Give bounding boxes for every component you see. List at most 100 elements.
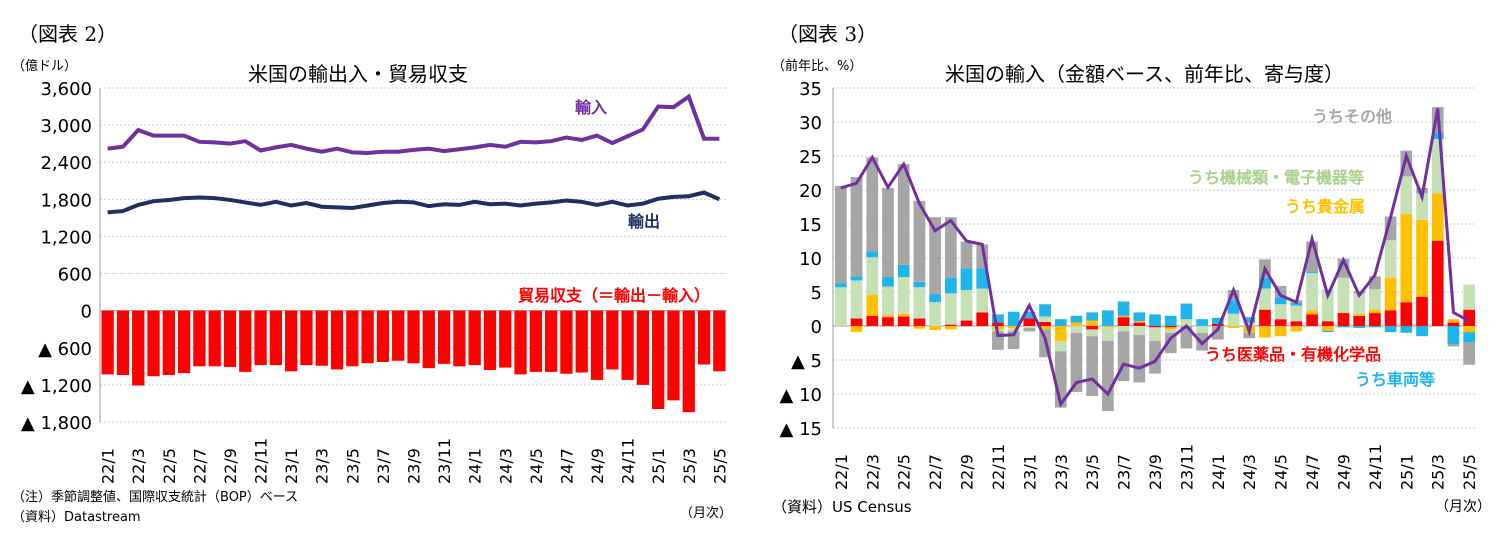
chart2-bar-segment (1180, 326, 1193, 349)
chart2-bar-segment (1274, 319, 1287, 326)
chart1-balance-bar (468, 310, 481, 366)
chart1-balance-bar (514, 310, 527, 375)
chart2-bar-segment (1400, 326, 1413, 333)
chart2-bar-segment (1416, 326, 1428, 337)
chart1-balance-bar (544, 310, 558, 372)
chart2-bar-segment (1070, 326, 1083, 333)
chart1-balance-bar (697, 310, 711, 365)
chart2-bar-segment (1290, 321, 1303, 326)
chart2-bar-segment (1447, 326, 1460, 345)
chart2-bar-segment (1211, 326, 1224, 340)
chart1-note-2: （資料）Datastream (12, 510, 141, 525)
chart2-bar-segment (1149, 340, 1161, 374)
chart1-unit: （億ドル） (12, 59, 78, 74)
chart2-legend-pharma: うち医薬品・有機化学品 (1205, 345, 1382, 364)
chart2-xtick-label: 23/1 (1020, 454, 1039, 490)
chart1-balance-bar (147, 310, 160, 377)
chart2-bar-segment (1117, 317, 1130, 326)
chart2-xtick-label: 22/5 (895, 454, 914, 490)
chart2-bar-segment (1211, 323, 1224, 326)
chart2-bar-segment (1321, 326, 1334, 331)
chart2-bar-segment (913, 326, 926, 329)
chart2-bar-segment (1306, 272, 1318, 311)
chart2-bar-segment (1463, 309, 1475, 326)
chart1-balance-bar (269, 310, 283, 366)
chart2-bar-segment (1274, 297, 1287, 305)
chart2-legend-precious: うち貴金属 (1285, 197, 1366, 216)
chart1-xtick-label: 23/1 (282, 448, 301, 484)
chart2-bar-segment (1117, 315, 1130, 318)
chart2-bar-segment (1306, 310, 1318, 315)
chart1-xtick-label: 22/7 (190, 448, 209, 484)
chart2-title: 米国の輸入（金額ベース、前年比、寄与度） (945, 62, 1344, 86)
chart1-xtick-label: 22/3 (129, 448, 148, 484)
chart1-balance-bar (193, 310, 206, 367)
chart2-bar-segment (1023, 328, 1036, 332)
chart2-bar-segment (1023, 311, 1036, 319)
chart1-xtick-label: 23/7 (374, 448, 393, 484)
chart1-balance-bar (177, 310, 191, 374)
chart2-bar-segment (929, 217, 941, 295)
chart1-legend-balance: 貿易収支（＝輸出－輸入） (518, 286, 711, 305)
chart1-balance-bar (529, 310, 542, 372)
chart2-bar-segment (1384, 310, 1397, 326)
chart1-balance-bar (636, 310, 650, 385)
chart2-bar-segment (1259, 288, 1271, 310)
chart2-bar-segment (866, 315, 879, 326)
chart2-bar-segment (850, 326, 863, 333)
chart2-bar-segment (882, 277, 894, 287)
chart2-bar-segment (1274, 285, 1287, 298)
chart1-ytick-label: 3,600 (40, 79, 92, 100)
chart2-bar-segment (1039, 316, 1051, 322)
chart2-bar-segment (1007, 311, 1020, 326)
chart2-xtick-label: 23/5 (1083, 454, 1102, 490)
chart2-ytick-label: 5 (811, 283, 822, 304)
chart2-bar-segment (1337, 313, 1350, 326)
chart1-note-1: （注）季節調整値、国際収支統計（BOP）ベース (12, 490, 299, 505)
chart1-ytick-label: 0 (81, 302, 92, 323)
chart2-xtick-label: 22/9 (958, 454, 977, 490)
chart1-xtick-label: 23/3 (313, 448, 332, 484)
chart2-bar-segment (960, 268, 973, 290)
chart1-legend-exports: 輸出 (628, 212, 661, 231)
chart1-balance-bar (254, 310, 267, 366)
chart2-bar-segment (1039, 304, 1051, 317)
chart2-bar-segment (850, 280, 863, 319)
chart2-bar-segment (1384, 216, 1397, 241)
chart1-xtick-label: 24/9 (588, 448, 607, 484)
chart2-bar-segment (1227, 326, 1240, 329)
chart2-legend-other: うちその他 (1312, 107, 1393, 126)
chart2-bar-segment (897, 264, 910, 278)
chart2-bar-segment (992, 331, 1004, 350)
chart2-note: （資料）US Census (772, 498, 912, 516)
chart1-ytick-label: ▲ 600 (38, 339, 92, 360)
chart2-total-line (840, 108, 1470, 408)
chart2-bar-segment (913, 287, 926, 319)
chart2-bar-segment (1102, 326, 1114, 328)
chart2-bar-segment (1400, 213, 1413, 303)
chart2-bar-segment (1039, 321, 1051, 326)
chart1-xtick-label: 24/3 (496, 448, 515, 484)
chart1-balance-bar (376, 310, 390, 363)
chart2-bar-segment (1180, 319, 1193, 326)
chart2-xtick-label: 24/1 (1209, 454, 1228, 490)
chart2-bar-segment (1102, 310, 1114, 326)
chart2-bar-segment (1211, 317, 1224, 324)
chart2-bar-segment (1227, 289, 1240, 301)
chart2-ytick-label: 10 (799, 249, 822, 270)
chart2-bar-segment (1321, 321, 1334, 326)
chart2-bar-segment (1384, 277, 1397, 311)
chart2-unit: （前年比、%） (772, 59, 863, 74)
chart2-bar-segment (1290, 326, 1303, 332)
chart1-title: 米国の輸出入・貿易収支 (248, 62, 468, 86)
chart2-bar-segment (1133, 334, 1146, 383)
chart1-balance-bar (682, 310, 695, 413)
chart2-xtick-label: 25/1 (1397, 454, 1416, 490)
chart2-bar-segment (1117, 301, 1130, 316)
chart1-balance-bar (652, 310, 665, 410)
chart2-bar-segment (1086, 336, 1099, 397)
chart2-bar-segment (913, 200, 926, 282)
chart2-bar-segment (1007, 326, 1020, 329)
chart2-xtick-label: 22/1 (832, 454, 851, 490)
chart2-xtick-label: 24/11 (1366, 444, 1385, 490)
